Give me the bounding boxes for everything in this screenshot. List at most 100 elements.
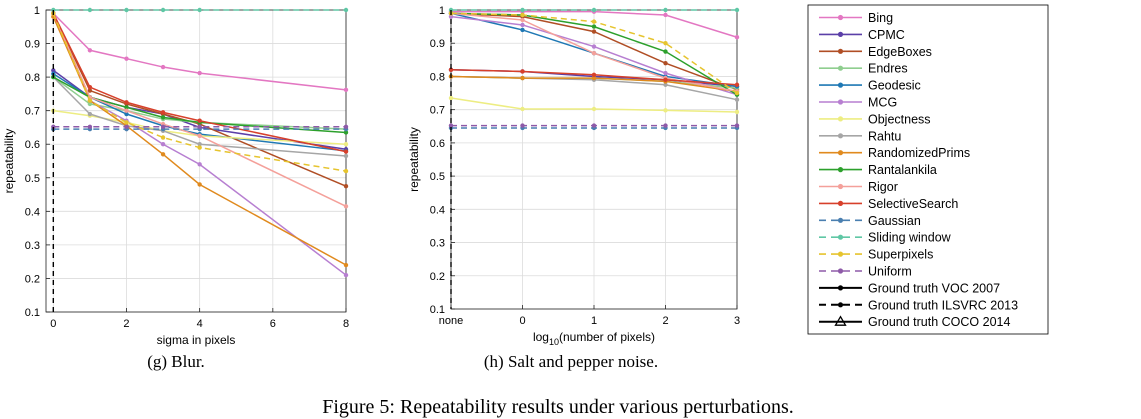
legend-entry-ground-truth-ilsvrc-2013: Ground truth ILSVRC 2013	[819, 298, 1018, 312]
data-point-rahtu	[734, 97, 740, 102]
data-point-edgeboxes	[87, 88, 93, 93]
y-tick-label: 1	[439, 5, 445, 17]
data-point-superpixels	[160, 135, 166, 140]
legend: Bing CPMC EdgeBoxes Endres Geodesic MCG Object…	[807, 4, 1049, 335]
y-tick-label: 1	[34, 5, 40, 17]
data-point-superpixels	[197, 145, 202, 150]
data-point-mcg	[520, 22, 525, 28]
legend-label: Ground truth VOC 2007	[868, 281, 1000, 295]
data-point-edgeboxes	[591, 29, 597, 34]
data-point-rigor	[197, 133, 202, 139]
data-point-uniform	[591, 123, 597, 128]
x-tick-label: 4	[197, 318, 203, 330]
data-point-uniform	[734, 123, 740, 128]
data-point-cpmc	[51, 68, 56, 73]
legend-label: CPMC	[868, 28, 905, 42]
data-point-selectivesearch	[87, 84, 93, 90]
legend-marker	[837, 183, 844, 190]
legend-marker	[837, 268, 844, 274]
data-point-sliding-window	[591, 7, 597, 13]
series-objectness	[448, 95, 740, 115]
data-point-bing	[197, 70, 202, 76]
legend-entry-mcg: MCG	[819, 96, 897, 110]
data-point-superpixels	[591, 19, 597, 24]
data-point-sliding-window	[520, 7, 525, 13]
figure-caption: Figure 5: Repeatability results under va…	[322, 396, 794, 418]
data-point-mcg	[448, 14, 454, 19]
data-point-uniform	[51, 124, 56, 129]
data-point-rantalankila	[591, 24, 597, 29]
data-point-objectness	[663, 108, 668, 113]
legend-marker	[837, 217, 844, 223]
legend-label: SelectiveSearch	[868, 197, 958, 211]
data-point-selectivesearch	[343, 149, 349, 154]
data-point-sliding-window	[160, 7, 166, 13]
legend-marker	[837, 133, 844, 139]
data-point-sliding-window	[734, 7, 740, 13]
data-point-bing	[87, 48, 93, 53]
data-point-randomizedprims	[160, 152, 166, 157]
data-point-rigor	[124, 108, 129, 113]
data-point-rantalankila	[160, 115, 166, 120]
data-point-mcg	[663, 70, 668, 76]
legend-marker	[837, 302, 844, 308]
data-point-rahtu	[343, 153, 349, 159]
legend-label: Uniform	[868, 265, 912, 279]
series-line-rigor	[52, 13, 347, 207]
legend-marker	[837, 99, 844, 105]
legend-entry-rigor: Rigor	[819, 180, 898, 194]
legend-entry-objectness: Objectness	[819, 112, 931, 126]
salt-pepper-chart: 0.1 0.2 0.3 0.4 0.5 0.6 0.7 0.8 0.9 1 none 0 1 2 3 repe…	[407, 5, 740, 347]
data-point-randomizedprims	[591, 75, 597, 81]
data-point-mcg	[591, 44, 597, 49]
data-point-rahtu	[87, 111, 93, 117]
y-tick-label: 0.4	[25, 206, 40, 218]
legend-label: Geodesic	[868, 79, 921, 93]
data-point-sliding-window	[343, 7, 349, 13]
legend-label: Sliding window	[868, 231, 952, 245]
legend-marker	[837, 65, 844, 71]
legend-marker	[837, 234, 844, 240]
data-point-rigor	[343, 204, 349, 209]
y-tick-label: 0.3	[25, 240, 40, 252]
legend-label: Endres	[868, 62, 908, 76]
legend-marker	[837, 167, 844, 173]
legend-label: RandomizedPrims	[868, 146, 970, 160]
legend-entry-uniform: Uniform	[819, 265, 912, 279]
y-tick-label: 0.5	[430, 171, 445, 183]
data-point-superpixels	[343, 168, 349, 174]
data-point-bing	[124, 56, 129, 61]
x-tick-label: 0	[50, 318, 56, 330]
series-uniform	[448, 123, 740, 128]
data-point-uniform	[160, 124, 166, 129]
data-point-rigor	[520, 17, 525, 23]
legend-label: Gaussian	[868, 214, 921, 228]
series-superpixels	[51, 11, 349, 174]
legend-label: Superpixels	[868, 248, 933, 262]
legend-marker	[834, 315, 847, 326]
series-selectivesearch	[448, 67, 740, 87]
y-tick-label: 0.4	[430, 204, 445, 216]
legend-label: Ground truth COCO 2014	[868, 315, 1010, 329]
y-tick-label: 0.1	[25, 307, 40, 319]
legend-entry-rantalankila: Rantalankila	[819, 163, 937, 177]
legend-entry-geodesic: Geodesic	[819, 79, 921, 93]
data-point-objectness	[343, 142, 349, 147]
series-line-randomizedprims	[52, 16, 347, 266]
data-point-sliding-window	[663, 7, 668, 13]
y-tick-label: 0.8	[430, 71, 445, 83]
y-tick-label: 0.8	[25, 72, 40, 84]
data-point-rantalankila	[663, 49, 668, 54]
data-point-selectivesearch	[663, 77, 668, 82]
data-point-objectness	[734, 109, 740, 115]
y-tick-label: 0.6	[25, 139, 40, 151]
series-line-selectivesearch	[52, 13, 347, 153]
legend-entry-gaussian: Gaussian	[819, 214, 921, 228]
data-point-mcg	[197, 162, 202, 167]
data-point-rahtu	[663, 82, 668, 87]
data-point-objectness	[520, 106, 525, 112]
legend-marker	[837, 150, 844, 156]
legend-entry-randomizedprims: RandomizedPrims	[819, 146, 970, 160]
y-tick-label: 0.9	[430, 38, 445, 50]
